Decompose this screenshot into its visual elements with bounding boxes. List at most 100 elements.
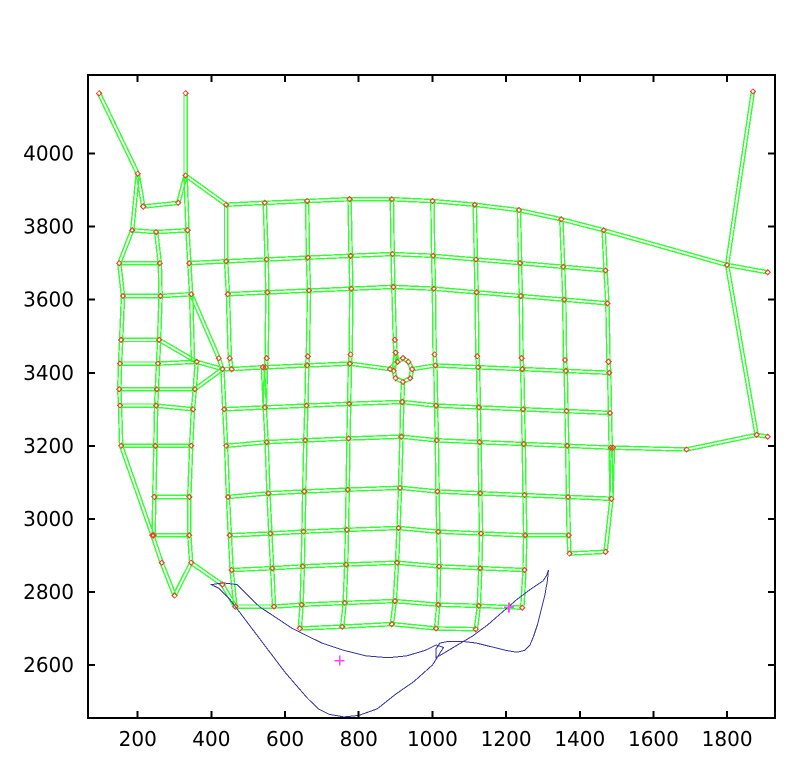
network-node-marker[interactable] (683, 446, 690, 453)
zone-centroid-marker[interactable] (334, 655, 345, 666)
network-node-marker[interactable] (128, 226, 136, 234)
network-node-marker[interactable] (119, 292, 127, 300)
network-link[interactable] (566, 408, 611, 416)
network-link[interactable] (393, 284, 434, 292)
network-link[interactable] (221, 409, 229, 446)
network-link[interactable] (612, 445, 687, 452)
network-node-marker[interactable] (399, 378, 407, 386)
network-node-marker[interactable] (390, 283, 397, 291)
network-link[interactable] (342, 564, 349, 604)
network-link[interactable] (304, 365, 310, 406)
network-link[interactable] (350, 251, 393, 259)
network-link[interactable] (220, 368, 227, 410)
network-link[interactable] (520, 293, 565, 302)
network-link[interactable] (436, 566, 442, 605)
network-link[interactable] (339, 602, 348, 627)
network-node-marker[interactable] (187, 290, 195, 298)
network-node-marker[interactable] (152, 442, 159, 450)
network-link[interactable] (347, 485, 401, 492)
network-link[interactable] (272, 564, 303, 571)
network-link[interactable] (472, 204, 479, 260)
network-link[interactable] (348, 255, 354, 289)
network-link[interactable] (119, 386, 157, 392)
network-link[interactable] (266, 255, 309, 262)
network-node-marker[interactable] (563, 407, 570, 415)
network-link[interactable] (396, 487, 403, 529)
network-link[interactable] (187, 496, 192, 536)
network-link[interactable] (185, 230, 192, 264)
network-node-marker[interactable] (222, 258, 230, 265)
network-link[interactable] (302, 562, 347, 569)
network-link[interactable] (517, 263, 524, 297)
network-link[interactable] (267, 288, 310, 295)
network-node-marker[interactable] (303, 197, 311, 205)
network-link[interactable] (432, 253, 477, 262)
network-link[interactable] (476, 568, 483, 606)
network-node-marker[interactable] (344, 486, 352, 493)
network-node-marker[interactable] (430, 285, 438, 293)
network-link[interactable] (430, 201, 436, 256)
network-node-marker[interactable] (139, 203, 147, 210)
network-link[interactable] (391, 286, 398, 340)
network-node-marker[interactable] (346, 195, 353, 203)
network-link[interactable] (349, 399, 403, 407)
network-node-marker[interactable] (723, 261, 731, 269)
network-link[interactable] (401, 399, 437, 408)
network-link[interactable] (473, 259, 479, 293)
network-link[interactable] (268, 533, 275, 569)
network-link[interactable] (516, 210, 523, 264)
network-node-marker[interactable] (219, 581, 226, 588)
network-link[interactable] (264, 442, 271, 494)
network-link[interactable] (473, 605, 482, 630)
network-node-marker[interactable] (304, 254, 312, 261)
network-node-marker[interactable] (185, 532, 193, 539)
network-link[interactable] (151, 496, 157, 536)
network-link[interactable] (401, 434, 438, 443)
network-node-marker[interactable] (300, 528, 307, 535)
network-node-marker[interactable] (182, 172, 189, 179)
network-link[interactable] (392, 562, 400, 602)
network-link[interactable] (560, 266, 567, 300)
network-link[interactable] (560, 217, 605, 233)
network-link[interactable] (436, 403, 479, 410)
network-node-marker[interactable] (429, 197, 436, 205)
network-node-marker[interactable] (184, 226, 191, 234)
network-link[interactable] (478, 405, 524, 412)
network-link[interactable] (431, 288, 437, 355)
network-link[interactable] (117, 405, 124, 446)
network-link[interactable] (223, 261, 231, 295)
network-node-marker[interactable] (391, 597, 399, 605)
network-link[interactable] (189, 259, 227, 266)
network-link[interactable] (391, 352, 398, 372)
network-link[interactable] (301, 491, 307, 532)
network-link[interactable] (565, 496, 572, 536)
network-node-marker[interactable] (191, 385, 199, 393)
network-link[interactable] (227, 491, 269, 500)
network-link[interactable] (304, 201, 311, 258)
network-link[interactable] (196, 359, 224, 372)
network-link[interactable] (478, 493, 484, 534)
network-link[interactable] (157, 359, 197, 366)
network-link[interactable] (224, 405, 265, 412)
network-node-marker[interactable] (396, 484, 404, 492)
network-link[interactable] (601, 230, 608, 271)
network-link[interactable] (609, 447, 616, 499)
network-link[interactable] (96, 92, 140, 175)
network-link[interactable] (184, 173, 228, 207)
network-link[interactable] (117, 363, 123, 390)
network-link[interactable] (229, 531, 271, 538)
network-link[interactable] (435, 491, 441, 532)
network-node-marker[interactable] (342, 561, 350, 568)
network-link[interactable] (117, 229, 135, 264)
network-link[interactable] (564, 445, 571, 498)
network-node-marker[interactable] (117, 336, 125, 344)
network-link[interactable] (160, 291, 192, 299)
network-node-marker[interactable] (220, 405, 228, 413)
network-node-marker[interactable] (347, 252, 354, 260)
network-node-marker[interactable] (558, 216, 565, 223)
network-link[interactable] (474, 292, 480, 357)
network-node-marker[interactable] (407, 374, 414, 382)
network-node-marker[interactable] (604, 300, 611, 307)
network-link[interactable] (396, 560, 440, 569)
network-link[interactable] (187, 445, 194, 498)
